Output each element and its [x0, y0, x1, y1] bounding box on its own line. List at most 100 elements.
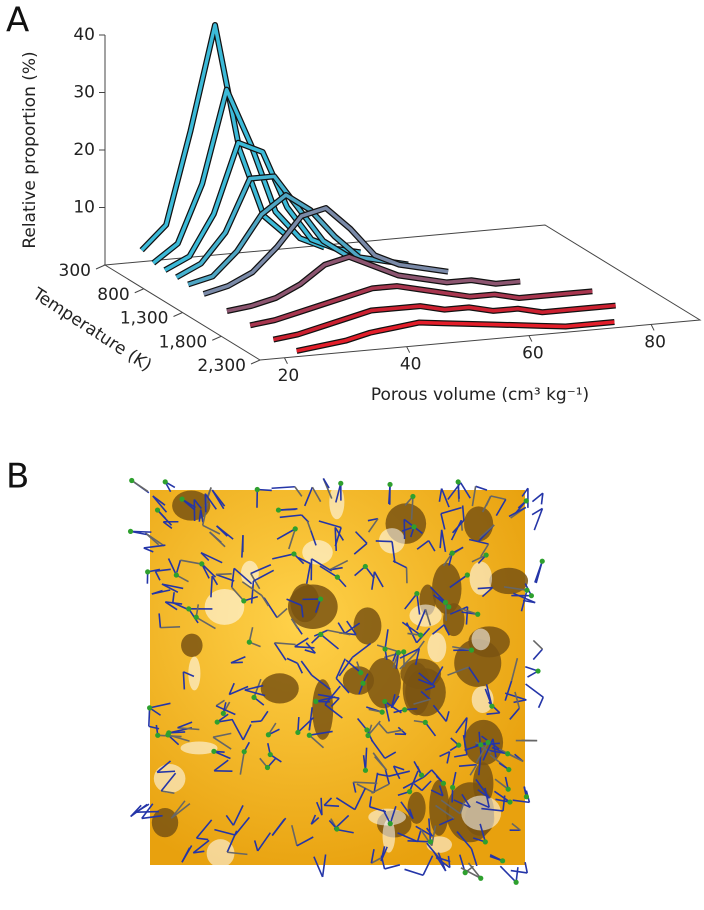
atom [265, 732, 271, 738]
bond [135, 810, 159, 813]
bond [228, 682, 235, 695]
bond [286, 598, 302, 607]
bond [195, 819, 213, 839]
atom [440, 780, 447, 786]
bond [420, 690, 431, 701]
bond [215, 573, 232, 576]
z-tick [212, 335, 222, 341]
bond [225, 814, 235, 826]
bond [297, 556, 311, 565]
atom [291, 551, 297, 557]
bond [211, 489, 226, 507]
bond [384, 701, 390, 722]
atom [475, 611, 481, 617]
atom [422, 719, 428, 725]
bond [392, 765, 401, 780]
bond [503, 586, 528, 591]
bond [227, 851, 248, 856]
bond [130, 804, 142, 818]
bond [135, 803, 150, 813]
bond [449, 606, 468, 615]
bond [371, 571, 376, 590]
pore [366, 657, 401, 709]
bond [375, 540, 393, 543]
bond [393, 765, 405, 771]
bond [426, 842, 440, 859]
y-tick-label: 30 [73, 83, 95, 103]
bond [421, 780, 432, 792]
atom [523, 794, 530, 800]
atom [407, 789, 413, 795]
bond [452, 645, 472, 651]
bond [231, 718, 244, 741]
pore [151, 808, 179, 838]
bond [521, 487, 529, 497]
bond [288, 528, 297, 550]
bond [161, 790, 175, 794]
bond [206, 487, 212, 498]
atom [147, 705, 153, 711]
bond [172, 592, 175, 603]
bond [428, 818, 432, 842]
bond [534, 560, 543, 583]
atom [251, 694, 257, 700]
atom [382, 646, 388, 652]
bond [414, 640, 425, 655]
bond [158, 613, 162, 628]
pore [181, 633, 203, 658]
bond [463, 717, 468, 738]
y-tick-label: 10 [73, 198, 95, 218]
atom [186, 606, 192, 612]
atom [528, 593, 535, 599]
pore [464, 506, 494, 542]
bond [321, 854, 327, 878]
bond [310, 816, 320, 825]
bond [260, 710, 269, 722]
bond [438, 857, 451, 863]
bond [367, 517, 379, 522]
bond [431, 624, 445, 635]
bond [242, 724, 252, 741]
bond [192, 839, 210, 854]
atom [455, 479, 461, 485]
bond [313, 856, 324, 878]
bond [230, 568, 235, 588]
curve [187, 193, 409, 287]
bond [315, 801, 323, 816]
gap [427, 632, 447, 663]
bond [444, 602, 448, 621]
atom [211, 748, 217, 754]
bond [416, 539, 430, 550]
atom [513, 879, 519, 885]
bond [215, 705, 236, 716]
bond [404, 593, 418, 610]
bond [416, 609, 427, 631]
bond [462, 734, 468, 755]
bond [479, 524, 495, 539]
bond [290, 824, 298, 847]
bond [250, 573, 261, 590]
bond [193, 850, 205, 854]
atom [485, 739, 491, 745]
bond [319, 565, 338, 578]
bond [459, 801, 466, 814]
bond [324, 703, 343, 719]
bond [311, 674, 331, 690]
atom [483, 552, 489, 558]
bond [329, 559, 349, 571]
floor [103, 224, 702, 361]
atom [254, 486, 260, 493]
bond [514, 691, 521, 709]
bond [324, 804, 340, 808]
bond [508, 506, 527, 518]
atom [295, 729, 301, 736]
atom [379, 709, 385, 715]
bond [311, 486, 322, 503]
bond [401, 621, 422, 636]
bond [165, 601, 183, 605]
bond [310, 530, 317, 546]
bond [250, 720, 262, 723]
bond [400, 801, 414, 820]
bond [213, 750, 231, 760]
